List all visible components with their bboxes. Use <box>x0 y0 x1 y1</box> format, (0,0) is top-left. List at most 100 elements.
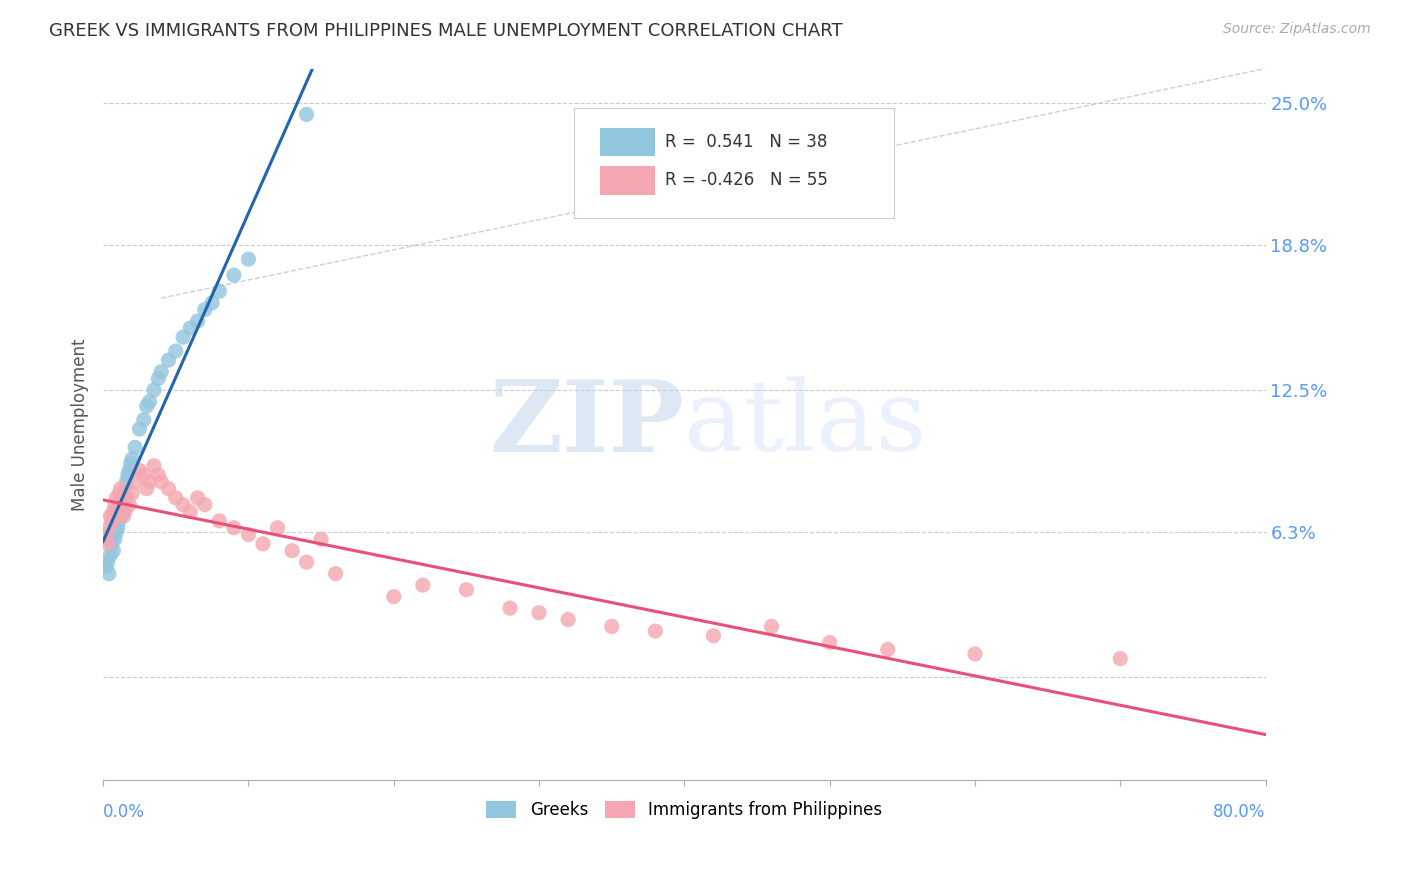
FancyBboxPatch shape <box>574 108 894 218</box>
Point <box>135 399 157 413</box>
Bar <box>599 128 655 156</box>
Point <box>194 302 217 317</box>
Point <box>143 383 166 397</box>
Legend: Greeks, Immigrants from Philippines: Greeks, Immigrants from Philippines <box>479 794 889 825</box>
Point <box>114 505 136 519</box>
Bar <box>599 166 655 194</box>
Point <box>179 505 201 519</box>
Point <box>295 555 318 569</box>
Point <box>107 498 129 512</box>
Point <box>138 394 160 409</box>
Point <box>135 482 157 496</box>
Point <box>238 252 260 266</box>
Point <box>456 582 478 597</box>
Point <box>94 559 117 574</box>
Point <box>124 441 146 455</box>
Point <box>128 422 150 436</box>
Point <box>194 498 217 512</box>
Point <box>165 491 187 505</box>
Point <box>118 498 141 512</box>
Point <box>112 498 135 512</box>
Point <box>600 619 623 633</box>
Point <box>110 482 132 496</box>
Point <box>499 601 522 615</box>
Point <box>963 647 986 661</box>
Point <box>94 532 117 546</box>
Point <box>100 509 122 524</box>
Point <box>108 514 131 528</box>
Point <box>108 486 131 500</box>
Point <box>150 475 173 489</box>
Point <box>104 532 127 546</box>
Text: ZIP: ZIP <box>489 376 685 473</box>
Point <box>761 619 783 633</box>
Point <box>876 642 898 657</box>
Point <box>157 482 180 496</box>
Point <box>187 491 209 505</box>
Text: 0.0%: 0.0% <box>103 804 145 822</box>
Point <box>172 498 194 512</box>
Point <box>107 521 129 535</box>
Point <box>97 521 120 535</box>
Point <box>281 543 304 558</box>
Point <box>143 458 166 473</box>
Point <box>187 314 209 328</box>
Point <box>557 613 579 627</box>
Point <box>138 475 160 489</box>
Point <box>115 475 138 489</box>
Point <box>121 486 143 500</box>
Point <box>103 505 125 519</box>
Point <box>309 532 332 546</box>
Point <box>96 537 118 551</box>
Text: 80.0%: 80.0% <box>1213 804 1265 822</box>
Point <box>105 491 128 505</box>
Point <box>104 498 127 512</box>
Text: R = -0.426   N = 55: R = -0.426 N = 55 <box>665 171 828 189</box>
Point <box>111 498 134 512</box>
Point <box>702 629 724 643</box>
Point <box>115 491 138 505</box>
Point <box>132 467 155 482</box>
Point <box>148 371 170 385</box>
Point <box>527 606 550 620</box>
Point <box>325 566 347 581</box>
Point <box>112 509 135 524</box>
Point <box>150 365 173 379</box>
Point <box>266 521 288 535</box>
Point <box>222 521 245 535</box>
Point <box>201 295 224 310</box>
Point <box>157 353 180 368</box>
Point <box>128 463 150 477</box>
Point <box>101 537 124 551</box>
Point <box>412 578 434 592</box>
Point <box>120 457 142 471</box>
Point <box>100 549 122 563</box>
Point <box>103 543 125 558</box>
Text: Source: ZipAtlas.com: Source: ZipAtlas.com <box>1223 22 1371 37</box>
Point <box>644 624 666 638</box>
Point <box>124 475 146 489</box>
Point <box>238 527 260 541</box>
Point <box>172 330 194 344</box>
Point <box>111 505 134 519</box>
Point <box>105 525 128 540</box>
Point <box>1109 651 1132 665</box>
Point <box>179 321 201 335</box>
Point <box>96 555 118 569</box>
Point <box>132 413 155 427</box>
Point <box>165 343 187 358</box>
Point <box>114 486 136 500</box>
Point <box>208 514 231 528</box>
Point <box>252 537 274 551</box>
Point <box>382 590 405 604</box>
Point <box>97 566 120 581</box>
Point <box>208 285 231 299</box>
Point <box>101 514 124 528</box>
Point <box>121 451 143 466</box>
Point <box>117 467 139 482</box>
Point <box>295 107 318 121</box>
Point <box>222 268 245 282</box>
Text: atlas: atlas <box>685 376 927 472</box>
Point <box>118 463 141 477</box>
Point <box>818 635 841 649</box>
